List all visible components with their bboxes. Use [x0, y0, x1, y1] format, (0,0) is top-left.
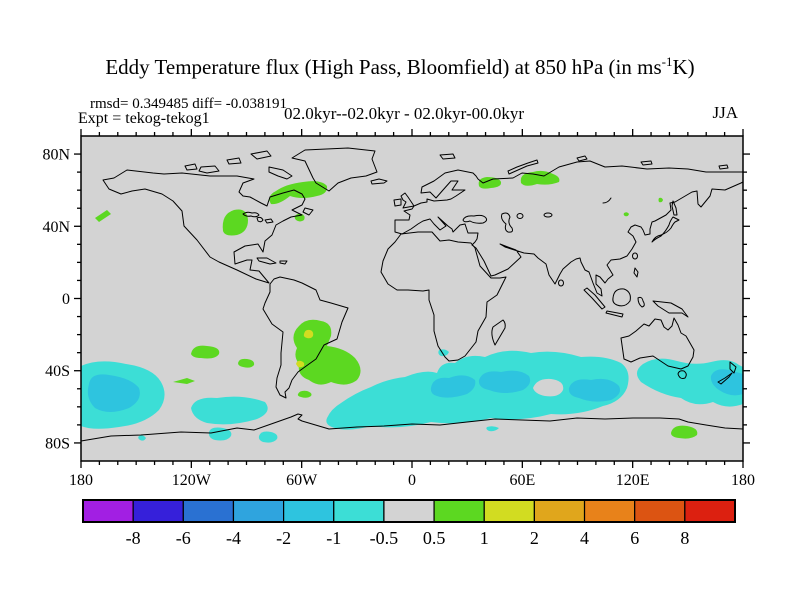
green-patagonia-east — [297, 390, 312, 398]
core-south-atlantic — [430, 375, 476, 398]
svg-text:80N: 80N — [42, 147, 70, 164]
svg-text:180: 180 — [69, 472, 93, 489]
green-okhotsk-dot — [658, 197, 663, 203]
green-spacific-blob-1 — [191, 345, 220, 359]
svg-text:-1: -1 — [326, 528, 341, 548]
anomaly-regions — [81, 170, 743, 443]
svg-text:0.5: 0.5 — [423, 528, 446, 548]
svg-text:120W: 120W — [172, 472, 212, 489]
title-exponent: -1 — [661, 54, 673, 69]
green-north-pacific — [95, 210, 111, 222]
svg-text:0: 0 — [408, 472, 416, 489]
svg-text:-8: -8 — [126, 528, 141, 548]
core-mid-indian — [478, 370, 531, 393]
svg-text:-4: -4 — [226, 528, 241, 548]
green-white-sea — [478, 177, 502, 189]
green-ne-china-dot — [623, 212, 629, 217]
cyan-atlantic-indian-band — [326, 350, 629, 430]
green-us-midwest — [222, 209, 248, 236]
cyan-south-pacific-mid — [191, 396, 268, 425]
svg-text:-2: -2 — [276, 528, 291, 548]
title-text: Eddy Temperature flux (High Pass, Bloomf… — [105, 55, 662, 79]
svg-text:120E: 120E — [616, 472, 650, 489]
cyan-antarctic-dot-west — [138, 435, 146, 441]
svg-text:1: 1 — [480, 528, 489, 548]
svg-text:60W: 60W — [286, 472, 318, 489]
core-east-indian — [568, 378, 620, 402]
rmsd-diff-stats: rmsd= 0.349485 diff= -0.038191 — [90, 96, 288, 112]
colorbar: -8 -6 -4 -2 -1 -0.5 0.5 1 2 4 6 8 — [82, 499, 736, 548]
cyan-antarctic-coast-1 — [208, 427, 232, 441]
svg-text:40S: 40S — [45, 363, 70, 380]
svg-text:-6: -6 — [176, 528, 191, 548]
experiment-label: Expt = tekog-tekog1 — [78, 110, 210, 127]
svg-text:0: 0 — [62, 291, 70, 308]
period-label: 02.0kyr--02.0kyr - 02.0kyr-00.0kyr — [283, 104, 525, 123]
gray-gap-in-band — [533, 378, 564, 397]
map-axes: 180 120W 60W 0 60E 120E 180 80N 40N 0 40S 80S — [42, 129, 755, 489]
svg-text:180: 180 — [731, 472, 755, 489]
cyan-antarctic-coast-2 — [258, 431, 278, 443]
green-west-siberia — [520, 170, 560, 186]
svg-text:8: 8 — [680, 528, 689, 548]
svg-text:4: 4 — [580, 528, 589, 548]
svg-text:40N: 40N — [42, 219, 70, 236]
yellow-brazil-spot — [303, 329, 314, 339]
svg-text:2: 2 — [530, 528, 539, 548]
svg-text:80S: 80S — [45, 435, 70, 452]
title-units-tail: K) — [672, 55, 695, 79]
map-plot: 180 120W 60W 0 60E 120E 180 80N 40N 0 40S 80S — [42, 129, 755, 489]
season-label: JJA — [712, 103, 738, 122]
svg-text:-0.5: -0.5 — [370, 528, 399, 548]
core-south-pacific — [87, 374, 140, 412]
green-spacific-blob-2 — [238, 358, 255, 368]
yellow-argentina-spot — [296, 360, 305, 368]
green-spacific-sliver — [173, 378, 195, 384]
svg-text:6: 6 — [630, 528, 639, 548]
coastlines — [80, 147, 744, 442]
green-antarctica-wilkes — [671, 425, 698, 439]
plot-title: Eddy Temperature flux (High Pass, Bloomf… — [0, 54, 800, 80]
colorbar-scale: -8 -6 -4 -2 -1 -0.5 0.5 1 2 4 6 8 — [82, 499, 736, 548]
svg-text:60E: 60E — [509, 472, 535, 489]
cyan-antarctic-dot-east — [486, 426, 499, 432]
core-nz-east-edge — [710, 369, 743, 396]
